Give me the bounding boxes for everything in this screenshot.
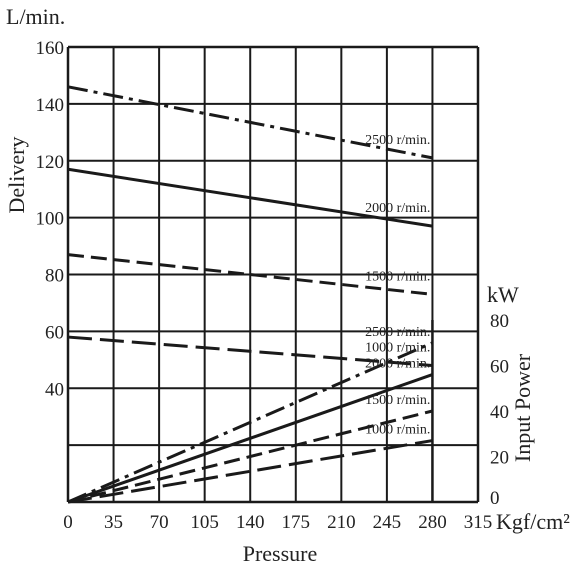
grid <box>66 45 480 504</box>
x-tick-label: 280 <box>418 512 447 533</box>
pressure-unit-label: Kgf/cm² <box>496 509 570 534</box>
delivery-tick-label: 60 <box>45 322 64 343</box>
power-tick-label: 20 <box>490 448 509 469</box>
x-tick-label: 0 <box>63 512 73 533</box>
power-tick-label: 40 <box>490 402 509 423</box>
power-tick-label: 60 <box>490 357 509 378</box>
curves <box>67 85 434 504</box>
power-unit-label: kW <box>487 282 519 307</box>
x-tick-label: 70 <box>150 512 169 533</box>
power-curve <box>67 439 433 504</box>
delivery-curve <box>67 253 433 296</box>
delivery-series-label: 1500 r/min. <box>365 269 430 284</box>
delivery-tick-label: 140 <box>36 95 65 116</box>
power-tick-label: 0 <box>490 488 500 509</box>
power-series-label: 1000 r/min. <box>365 423 430 438</box>
delivery-tick-label: 100 <box>36 209 65 230</box>
x-tick-label: 105 <box>190 512 219 533</box>
x-tick-label: 315 <box>464 512 493 533</box>
delivery-axis-title: Delivery <box>4 137 29 214</box>
pressure-axis-title: Pressure <box>243 541 318 566</box>
power-series-label: 2000 r/min. <box>365 357 430 372</box>
x-tick-label: 245 <box>373 512 402 533</box>
power-curve <box>67 409 433 504</box>
delivery-unit-label: L/min. <box>6 4 65 29</box>
delivery-curve <box>67 167 433 228</box>
x-tick-label: 140 <box>236 512 265 533</box>
power-series-label: 2500 r/min. <box>365 325 430 340</box>
delivery-tick-label: 80 <box>45 266 64 287</box>
power-series-label: 1500 r/min. <box>365 393 430 408</box>
power-tick-label: 80 <box>490 311 509 332</box>
delivery-curve <box>67 85 433 160</box>
delivery-tick-label: 40 <box>45 379 64 400</box>
x-tick-label: 175 <box>282 512 311 533</box>
delivery-tick-label: 160 <box>36 38 65 59</box>
labels: L/min. kW Kgf/cm² Delivery Input Power P… <box>4 4 570 566</box>
x-tick-label: 210 <box>327 512 356 533</box>
delivery-series-label: 1000 r/min. <box>365 341 430 356</box>
delivery-series-label: 2000 r/min. <box>365 201 430 216</box>
x-tick-label: 35 <box>104 512 123 533</box>
power-curve <box>67 373 433 504</box>
delivery-curve <box>67 335 433 367</box>
power-axis-title: Input Power <box>510 353 535 462</box>
delivery-series-label: 2500 r/min. <box>365 133 430 148</box>
power-curve <box>67 341 434 504</box>
delivery-tick-label: 120 <box>36 152 65 173</box>
